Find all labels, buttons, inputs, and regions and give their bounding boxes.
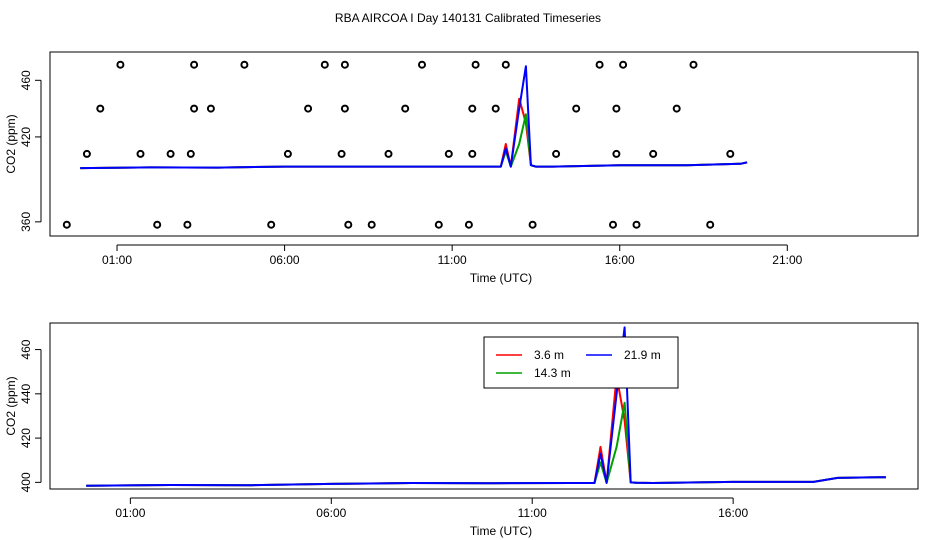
marker-point [340, 60, 349, 69]
marker-point [186, 149, 195, 158]
y-tick-label: 460 [19, 70, 33, 90]
marker-point [706, 220, 715, 229]
x-axis-label: Time (UTC) [470, 271, 532, 285]
marker-point [444, 149, 453, 158]
marker-point [595, 60, 604, 69]
y-tick-label: 360 [19, 212, 33, 232]
marker-point [153, 220, 162, 229]
marker-point [434, 220, 443, 229]
marker-point [619, 60, 628, 69]
legend: 3.6 m 21.9 m 14.3 m [483, 336, 679, 389]
marker-point [649, 149, 658, 158]
series-line-14-3-m [80, 113, 748, 170]
marker-point [367, 220, 376, 229]
chart-panel-top: 01:00 06:00 11:00 16:00 21:00 Time (UTC) 360 42… [4, 51, 919, 285]
marker-point [464, 220, 473, 229]
marker-point [401, 104, 410, 113]
marker-point [190, 60, 199, 69]
series-line-21-9-m [86, 326, 886, 487]
marker-point [612, 104, 621, 113]
chart-panel-bottom: 01:00 06:00 11:00 16:00 Time (UTC) 400 420 440 4… [4, 322, 919, 538]
x-tick-label: 16:00 [605, 253, 635, 267]
x-tick-label: 11:00 [518, 506, 547, 520]
x-tick-label: 11:00 [438, 253, 467, 267]
y-tick-label: 420 [19, 127, 33, 147]
marker-point [166, 149, 175, 158]
marker-point [340, 104, 349, 113]
marker-point [384, 149, 393, 158]
marker-point [116, 60, 125, 69]
x-tick-label: 06:00 [270, 253, 300, 267]
marker-point [344, 220, 353, 229]
marker-point [418, 60, 426, 69]
marker-point [283, 149, 292, 158]
legend-label: 14.3 m [534, 366, 571, 380]
chart-panels: 01:00 06:00 11:00 16:00 21:00 Time (UTC) 360 42… [4, 51, 919, 538]
y-tick-label: 460 [19, 339, 33, 359]
legend-label: 3.6 m [534, 348, 564, 362]
marker-point [528, 220, 537, 229]
plot-frame [49, 51, 919, 237]
y-tick-label: 400 [19, 472, 33, 492]
x-tick-label: 01:00 [115, 506, 145, 520]
y-tick-label: 440 [19, 383, 33, 403]
marker-point [62, 220, 71, 229]
marker-point [468, 104, 477, 113]
marker-point [552, 149, 561, 158]
x-tick-label: 16:00 [718, 506, 748, 520]
marker-point [491, 104, 500, 113]
series-line-21-9-m [80, 65, 748, 170]
y-tick-label: 420 [19, 428, 33, 448]
page-title: RBA AIRCOA I Day 140131 Calibrated Times… [335, 11, 601, 25]
marker-point [572, 104, 581, 113]
marker-point [471, 60, 480, 69]
legend-label: 21.9 m [624, 348, 661, 362]
marker-point [183, 220, 192, 229]
marker-point [337, 149, 346, 158]
x-tick-label: 06:00 [316, 506, 346, 520]
series-line-3-6-m [80, 97, 748, 170]
series-line-14-3-m [86, 401, 886, 487]
x-tick-label: 21:00 [772, 253, 802, 267]
marker-point [468, 149, 477, 158]
plot-frame [49, 322, 919, 490]
legend-box [483, 336, 679, 389]
marker-point [726, 149, 735, 158]
marker-point [82, 149, 91, 158]
marker-point [136, 149, 145, 158]
marker-point [689, 60, 698, 69]
marker-point [304, 104, 313, 113]
marker-point [612, 149, 621, 158]
marker-point [609, 220, 617, 229]
marker-point [206, 104, 215, 113]
x-tick-label: 01:00 [102, 253, 132, 267]
series-line-3-6-m [86, 375, 886, 487]
x-axis-label: Time (UTC) [470, 524, 532, 538]
marker-point [190, 104, 199, 113]
marker-point [672, 104, 681, 113]
marker-point [96, 104, 105, 113]
marker-point [267, 220, 276, 229]
y-axis-label: CO2 (ppm) [4, 376, 18, 435]
marker-point [240, 60, 249, 69]
marker-point [320, 60, 329, 69]
y-axis-label: CO2 (ppm) [4, 114, 18, 173]
marker-point [632, 220, 641, 229]
marker-point [501, 60, 510, 69]
